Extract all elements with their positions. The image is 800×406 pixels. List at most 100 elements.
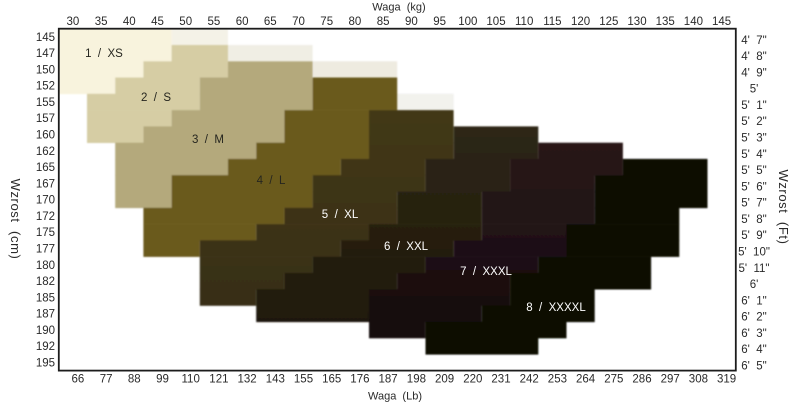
svg-text:297: 297	[661, 374, 680, 386]
svg-text:182: 182	[36, 276, 55, 288]
svg-text:6' 4": 6' 4"	[741, 344, 766, 356]
svg-text:135: 135	[656, 16, 675, 28]
svg-text:5' 11": 5' 11"	[738, 263, 769, 275]
svg-text:100: 100	[458, 16, 477, 28]
svg-text:75: 75	[320, 16, 333, 28]
svg-text:167: 167	[36, 178, 55, 190]
svg-text:6' 5": 6' 5"	[741, 360, 766, 372]
svg-text:319: 319	[717, 374, 736, 386]
svg-text:160: 160	[36, 130, 55, 142]
svg-text:Wzrost (Ft): Wzrost (Ft)	[776, 169, 791, 244]
svg-text:65: 65	[264, 16, 277, 28]
svg-text:150: 150	[36, 64, 55, 76]
svg-text:115: 115	[543, 16, 561, 28]
svg-text:170: 170	[36, 195, 55, 207]
svg-text:187: 187	[36, 309, 55, 321]
svg-text:5' 9": 5' 9"	[741, 230, 766, 242]
svg-text:7 / XXXL: 7 / XXXL	[460, 266, 512, 278]
svg-text:157: 157	[36, 113, 55, 125]
svg-text:4' 8": 4' 8"	[741, 51, 766, 63]
svg-text:5' 3": 5' 3"	[741, 133, 766, 145]
svg-text:5' 4": 5' 4"	[741, 149, 766, 161]
svg-text:165: 165	[322, 374, 341, 386]
svg-text:80: 80	[349, 16, 362, 28]
svg-text:155: 155	[294, 374, 313, 386]
svg-text:77: 77	[100, 374, 113, 386]
svg-text:190: 190	[36, 325, 55, 337]
svg-text:308: 308	[689, 374, 708, 386]
svg-text:6': 6'	[750, 279, 759, 291]
svg-text:209: 209	[435, 374, 454, 386]
svg-text:5' 10": 5' 10"	[738, 247, 770, 259]
svg-text:3 / M: 3 / M	[192, 134, 224, 146]
svg-text:155: 155	[36, 97, 55, 109]
svg-text:286: 286	[632, 374, 651, 386]
svg-text:177: 177	[36, 244, 55, 256]
svg-text:45: 45	[151, 16, 164, 28]
svg-text:5' 5": 5' 5"	[741, 165, 766, 177]
svg-text:176: 176	[350, 374, 369, 386]
svg-text:120: 120	[571, 16, 590, 28]
svg-text:50: 50	[179, 16, 192, 28]
svg-text:4' 7": 4' 7"	[741, 35, 766, 47]
svg-text:5' 1": 5' 1"	[741, 100, 766, 112]
svg-text:5' 2": 5' 2"	[741, 116, 766, 128]
svg-text:6 / XXL: 6 / XXL	[384, 241, 429, 253]
svg-text:5' 7": 5' 7"	[741, 198, 766, 210]
svg-text:6' 1": 6' 1"	[741, 295, 766, 307]
svg-text:85: 85	[377, 16, 390, 28]
svg-text:253: 253	[548, 374, 567, 386]
svg-text:121: 121	[209, 374, 228, 386]
svg-text:5' 6": 5' 6"	[741, 181, 766, 193]
svg-text:147: 147	[36, 48, 55, 60]
svg-text:88: 88	[128, 374, 141, 386]
svg-text:275: 275	[604, 374, 623, 386]
svg-text:110: 110	[515, 16, 533, 28]
svg-text:2 / S: 2 / S	[141, 92, 171, 104]
svg-text:143: 143	[266, 374, 285, 386]
svg-text:Waga (kg): Waga (kg)	[372, 2, 425, 14]
svg-text:35: 35	[95, 16, 108, 28]
svg-text:6' 3": 6' 3"	[741, 328, 766, 340]
svg-text:6' 2": 6' 2"	[741, 312, 766, 324]
svg-text:99: 99	[156, 374, 169, 386]
svg-text:66: 66	[72, 374, 85, 386]
svg-text:5 / XL: 5 / XL	[322, 209, 359, 221]
svg-text:165: 165	[36, 162, 55, 174]
svg-text:60: 60	[236, 16, 249, 28]
svg-text:145: 145	[36, 32, 55, 44]
svg-text:90: 90	[405, 16, 418, 28]
svg-text:187: 187	[379, 374, 398, 386]
svg-text:175: 175	[36, 227, 55, 239]
svg-text:231: 231	[491, 374, 510, 386]
svg-text:1 / XS: 1 / XS	[85, 48, 123, 60]
svg-text:130: 130	[627, 16, 646, 28]
svg-text:162: 162	[36, 146, 55, 158]
svg-text:180: 180	[36, 260, 55, 272]
svg-text:8 / XXXXL: 8 / XXXXL	[526, 302, 586, 314]
svg-text:4 / L: 4 / L	[257, 175, 286, 187]
svg-text:30: 30	[67, 16, 80, 28]
svg-text:132: 132	[238, 374, 257, 386]
svg-text:192: 192	[36, 341, 55, 353]
svg-text:70: 70	[292, 16, 305, 28]
svg-text:5': 5'	[750, 84, 759, 96]
svg-text:Wzrost (cm): Wzrost (cm)	[8, 179, 23, 260]
svg-text:Waga (Lb): Waga (Lb)	[368, 391, 422, 403]
svg-text:5' 8": 5' 8"	[741, 214, 766, 226]
svg-text:198: 198	[407, 374, 426, 386]
svg-text:152: 152	[36, 81, 55, 93]
svg-text:195: 195	[36, 357, 55, 369]
svg-text:264: 264	[576, 374, 596, 386]
svg-text:140: 140	[684, 16, 703, 28]
svg-text:4' 9": 4' 9"	[741, 67, 766, 79]
svg-text:185: 185	[36, 292, 55, 304]
svg-text:110: 110	[182, 374, 200, 386]
svg-text:125: 125	[599, 16, 618, 28]
svg-text:145: 145	[712, 16, 731, 28]
svg-text:242: 242	[520, 374, 539, 386]
svg-text:172: 172	[36, 211, 55, 223]
svg-text:55: 55	[208, 16, 221, 28]
svg-text:220: 220	[463, 374, 482, 386]
svg-text:105: 105	[486, 16, 505, 28]
